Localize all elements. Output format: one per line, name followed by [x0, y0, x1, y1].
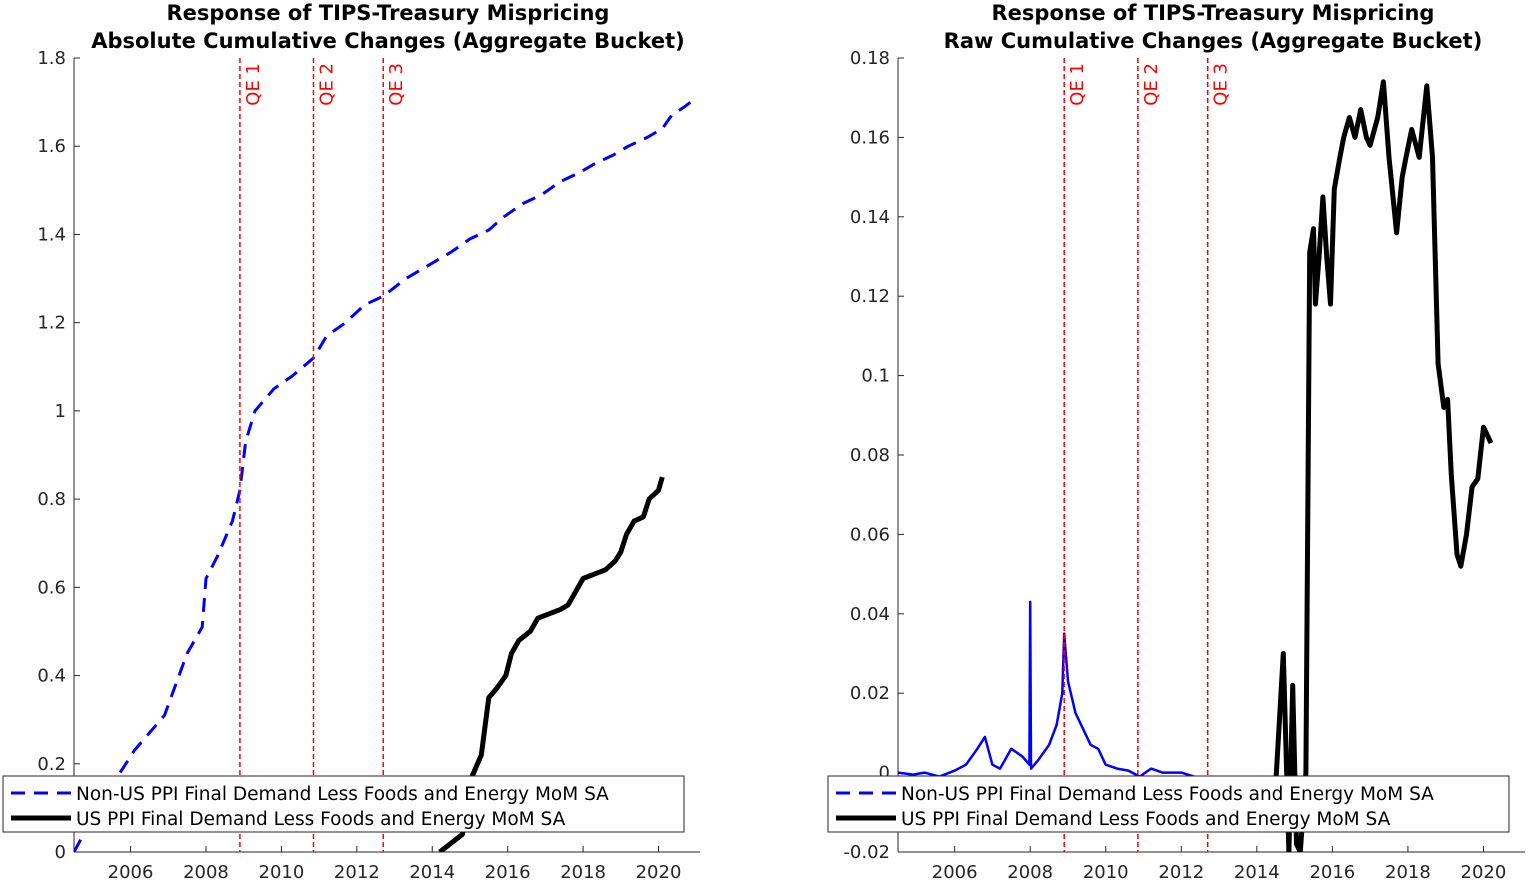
right-qe-marker: QE 2	[1137, 58, 1162, 852]
left-x-tick-label: 2014	[409, 862, 455, 883]
left-y-tick-label: 0.8	[37, 489, 66, 510]
left-legend-box	[2, 775, 685, 833]
left-legend-label: Non-US PPI Final Demand Less Foods and E…	[76, 784, 609, 805]
right-y-tick-label: 0.18	[850, 48, 890, 69]
left-series-group	[74, 96, 698, 852]
right-chart-title-line-1: Response of TIPS-Treasury Mispricing	[992, 1, 1435, 25]
right-y-tick-label: 0.12	[850, 286, 890, 307]
right-legend-label: Non-US PPI Final Demand Less Foods and E…	[901, 784, 1434, 805]
right-chart-title-line-2: Raw Cumulative Changes (Aggregate Bucket…	[944, 29, 1483, 53]
right-y-tick-label: 0.02	[850, 683, 890, 704]
right-non-us-ppi-line	[898, 600, 1258, 782]
right-x-tick-label: 2018	[1385, 862, 1431, 883]
right-legend-label: US PPI Final Demand Less Foods and Energ…	[901, 809, 1391, 830]
right-x-tick-label: 2014	[1234, 862, 1280, 883]
right-y-tick-label: 0.1	[861, 366, 890, 387]
left-x-tick-label: 2012	[334, 862, 380, 883]
left-x-tick-label: 2008	[183, 862, 229, 883]
right-legend-box	[827, 775, 1510, 833]
left-y-tick-label: 0	[55, 842, 66, 863]
left-y-tick-label: 1.4	[37, 224, 66, 245]
right-y-tick-label: 0.14	[850, 207, 890, 228]
right-qe-label: QE 3	[1211, 63, 1232, 106]
left-y-tick-label: 1.6	[37, 136, 66, 157]
right-qe-label: QE 1	[1067, 63, 1088, 106]
right-y-tick-label: 0	[879, 763, 890, 784]
left-y-tick-label: 1.2	[37, 313, 66, 334]
right-chart-plot-area: -0.02 0 0.02 0.04 0.06 0.08 0.1 0.12 0.14 0.16 0.1…	[827, 48, 1525, 883]
left-legend: Non-US PPI Final Demand Less Foods and E…	[2, 775, 685, 833]
right-y-tick-label: 0.08	[850, 445, 890, 466]
right-qe-marker: QE 1	[1063, 58, 1088, 852]
left-chart-title-line-1: Response of TIPS-Treasury Mispricing	[167, 1, 610, 25]
left-x-tick-label: 2016	[485, 862, 531, 883]
right-x-tick-label: 2010	[1083, 862, 1129, 883]
left-y-tick-label: 0.6	[37, 577, 66, 598]
left-chart-plot-area: 0 0.2 0.4 0.6 0.8 1 1.2 1.4 1.6 1.8 2006 2008 2010 20…	[2, 48, 700, 883]
right-y-tick-label: 0.06	[850, 524, 890, 545]
right-x-tick-label: 2008	[1007, 862, 1053, 883]
right-qe-marker: QE 3	[1206, 58, 1232, 852]
left-y-tick-label: 0.4	[37, 666, 66, 687]
right-y-tick-label: 0.04	[850, 604, 890, 625]
right-series-group	[898, 79, 1494, 852]
right-x-tick-label: 2016	[1309, 862, 1355, 883]
left-legend-label: US PPI Final Demand Less Foods and Energ…	[76, 809, 566, 830]
left-y-tick-label: 1.8	[37, 48, 66, 69]
left-x-tick-label: 2006	[108, 862, 154, 883]
left-axes: 0 0.2 0.4 0.6 0.8 1 1.2 1.4 1.6 1.8 2006 2008 2010 20…	[37, 48, 700, 883]
right-y-tick-label: 0.16	[850, 127, 890, 148]
right-chart-panel: Response of TIPS-Treasury Mispricing Raw…	[827, 1, 1525, 883]
right-axes: -0.02 0 0.02 0.04 0.06 0.08 0.1 0.12 0.14 0.16 0.1…	[843, 48, 1525, 883]
left-qe-marker: QE 1	[239, 58, 264, 852]
left-chart-title-line-2: Absolute Cumulative Changes (Aggregate B…	[91, 29, 685, 53]
right-x-tick-label: 2006	[932, 862, 978, 883]
right-qe-label: QE 2	[1141, 63, 1162, 106]
left-y-tick-label: 1	[55, 401, 66, 422]
left-qe-marker: QE 3	[382, 58, 407, 852]
left-chart-panel: Response of TIPS-Treasury Mispricing Abs…	[2, 1, 700, 883]
left-x-tick-label: 2018	[560, 862, 606, 883]
left-qe-label: QE 3	[386, 63, 407, 106]
right-y-tick-label: -0.02	[843, 842, 890, 863]
right-x-tick-label: 2012	[1158, 862, 1204, 883]
left-y-tick-label: 0.2	[37, 754, 66, 775]
right-us-ppi-line	[1261, 79, 1494, 852]
left-qe-marker: QE 2	[312, 58, 337, 852]
left-qe-label: QE 1	[243, 63, 264, 106]
right-legend: Non-US PPI Final Demand Less Foods and E…	[827, 775, 1510, 833]
left-qe-label: QE 2	[316, 63, 337, 106]
left-us-ppi-line	[438, 476, 665, 852]
left-x-tick-label: 2010	[259, 862, 305, 883]
right-x-tick-label: 2020	[1461, 862, 1507, 883]
left-x-tick-label: 2020	[636, 862, 682, 883]
left-non-us-ppi-line	[74, 96, 698, 852]
